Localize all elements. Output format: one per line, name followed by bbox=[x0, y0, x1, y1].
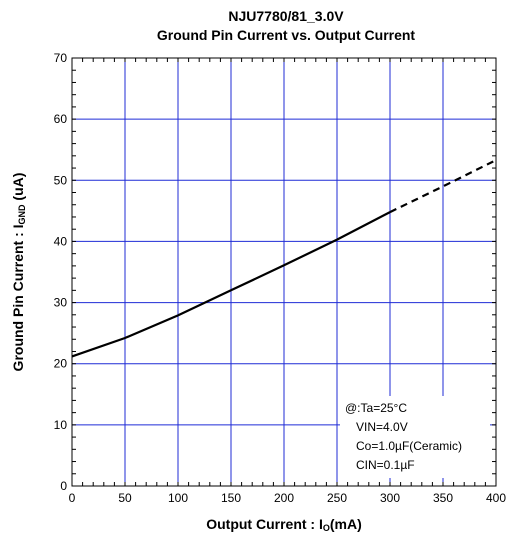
x-tick-label: 200 bbox=[274, 491, 294, 505]
condition-line-3: Co=1.0µF(Ceramic) bbox=[356, 439, 462, 453]
x-tick-label: 0 bbox=[69, 491, 76, 505]
chart-title-line2: Ground Pin Current vs. Output Current bbox=[157, 27, 416, 43]
x-tick-label: 50 bbox=[118, 491, 132, 505]
y-tick-labels: 0 10 20 30 40 50 60 70 bbox=[54, 51, 68, 493]
x-tick-label: 100 bbox=[168, 491, 188, 505]
y-tick-label: 10 bbox=[54, 418, 68, 432]
condition-line-4: CIN=0.1µF bbox=[356, 458, 415, 472]
chart-title-line1: NJU7780/81_3.0V bbox=[228, 8, 344, 24]
y-tick-label: 0 bbox=[60, 479, 67, 493]
y-tick-label: 40 bbox=[54, 234, 68, 248]
x-tick-label: 250 bbox=[327, 491, 347, 505]
x-axis-label-sub: O bbox=[323, 523, 330, 533]
condition-line-1: @:Ta=25°C bbox=[345, 401, 407, 415]
x-axis-label: Output Current : IO(mA) bbox=[206, 516, 362, 533]
x-tick-label: 150 bbox=[221, 491, 241, 505]
y-tick-label: 50 bbox=[54, 173, 68, 187]
y-tick-label: 70 bbox=[54, 51, 68, 65]
y-axis-label-unit: (uA) bbox=[10, 173, 26, 205]
y-axis-label-sub: GND bbox=[17, 204, 27, 225]
y-axis-label: Ground Pin Current : IGND (uA) bbox=[10, 173, 27, 372]
x-tick-label: 300 bbox=[380, 491, 400, 505]
y-tick-label: 30 bbox=[54, 296, 68, 310]
y-axis-label-main: Ground Pin Current : I bbox=[10, 224, 26, 371]
x-tick-label: 350 bbox=[433, 491, 453, 505]
x-tick-labels: 0 50 100 150 200 250 300 350 400 bbox=[69, 491, 507, 505]
y-tick-label: 60 bbox=[54, 112, 68, 126]
x-tick-label: 400 bbox=[486, 491, 506, 505]
y-tick-label: 20 bbox=[54, 357, 68, 371]
condition-line-2: VIN=4.0V bbox=[356, 420, 408, 434]
x-axis-label-unit: (mA) bbox=[330, 516, 362, 532]
x-axis-label-main: Output Current : I bbox=[206, 516, 323, 532]
